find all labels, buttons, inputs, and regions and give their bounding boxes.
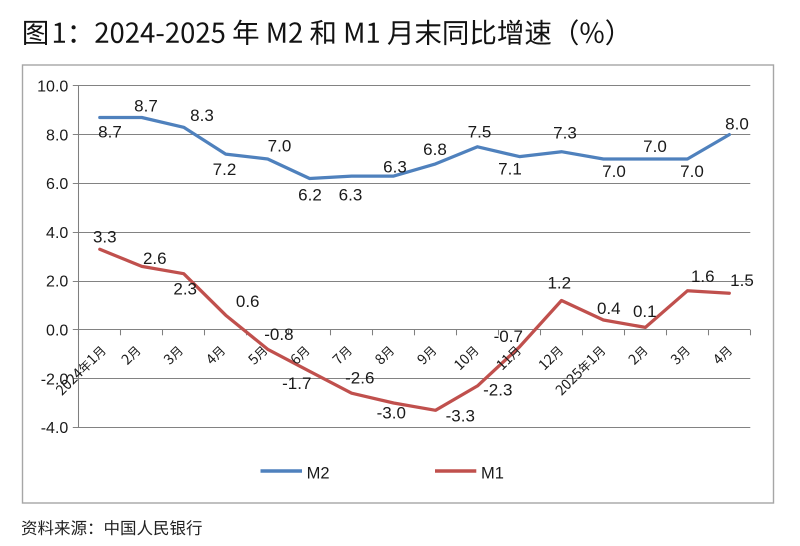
svg-text:7.0: 7.0: [680, 162, 704, 181]
svg-text:6.2: 6.2: [298, 186, 322, 205]
svg-text:7.5: 7.5: [468, 123, 492, 142]
svg-text:-3.0: -3.0: [377, 404, 406, 423]
svg-text:7.3: 7.3: [553, 124, 577, 143]
svg-text:M2: M2: [307, 464, 330, 482]
svg-text:-0.8: -0.8: [264, 325, 293, 344]
svg-text:2.6: 2.6: [143, 249, 167, 268]
svg-text:7.2: 7.2: [213, 160, 237, 179]
svg-text:-2.6: -2.6: [345, 368, 374, 387]
svg-text:8.7: 8.7: [134, 97, 158, 116]
svg-text:1.6: 1.6: [691, 267, 715, 286]
svg-text:6.8: 6.8: [423, 140, 447, 159]
svg-text:-3.3: -3.3: [446, 407, 475, 426]
svg-text:-1.7: -1.7: [282, 374, 311, 393]
svg-text:2.3: 2.3: [173, 280, 197, 299]
svg-text:4.0: 4.0: [46, 225, 68, 242]
svg-text:7.0: 7.0: [268, 137, 292, 156]
svg-text:6.3: 6.3: [383, 158, 407, 177]
svg-text:8.0: 8.0: [725, 115, 749, 134]
svg-text:8.0: 8.0: [46, 127, 68, 144]
svg-text:6.0: 6.0: [46, 176, 68, 193]
svg-text:2.0: 2.0: [46, 274, 68, 291]
svg-text:0.6: 0.6: [236, 292, 260, 311]
svg-text:0.0: 0.0: [46, 323, 68, 340]
svg-text:0.1: 0.1: [633, 302, 657, 321]
svg-text:3.3: 3.3: [93, 228, 117, 247]
svg-text:7.0: 7.0: [602, 162, 626, 181]
svg-text:-0.7: -0.7: [494, 327, 523, 346]
svg-text:-2.3: -2.3: [483, 380, 512, 399]
svg-text:1.5: 1.5: [730, 271, 754, 290]
svg-text:8.3: 8.3: [190, 106, 214, 125]
svg-text:0.4: 0.4: [597, 299, 621, 318]
svg-text:-4.0: -4.0: [41, 420, 69, 437]
svg-text:10.0: 10.0: [37, 79, 68, 96]
svg-text:7.0: 7.0: [643, 137, 667, 156]
svg-text:1.2: 1.2: [547, 274, 571, 293]
svg-text:M1: M1: [481, 464, 504, 482]
svg-text:6.3: 6.3: [339, 186, 363, 205]
svg-text:-2.0: -2.0: [41, 371, 69, 388]
svg-text:7.1: 7.1: [498, 160, 522, 179]
svg-text:8.7: 8.7: [98, 123, 122, 142]
